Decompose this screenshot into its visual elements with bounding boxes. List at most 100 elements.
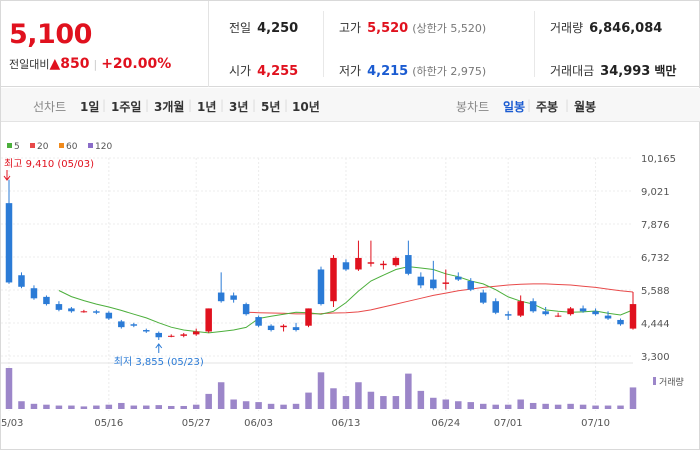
- volume-bar: [155, 405, 163, 409]
- prev-close-value: 4,250: [257, 21, 299, 36]
- candle-body: [492, 301, 499, 313]
- candle-body: [217, 292, 225, 302]
- low-arrow: [155, 343, 163, 353]
- candle-monthly-button[interactable]: 월봉: [574, 100, 597, 114]
- divider: [534, 11, 535, 77]
- candle-body: [355, 257, 362, 270]
- candle-body: [130, 324, 138, 326]
- price-summary: 5,100 전일대비▲850 | +20.00% 전일 4,250 시가 4,255 고…: [1, 1, 700, 87]
- candle-body: [392, 257, 400, 266]
- candle-body: [267, 325, 275, 331]
- candle-body: [479, 292, 487, 303]
- period-1w-button[interactable]: 1주일: [111, 100, 142, 114]
- toolbar-divider: |: [188, 98, 193, 112]
- candle-weekly-button[interactable]: 주봉: [536, 100, 559, 114]
- change-percent: +20.00%: [101, 56, 172, 72]
- candle-body: [380, 263, 387, 266]
- candle-body: [430, 279, 437, 289]
- volume-bar: [604, 405, 612, 409]
- toolbar-divider: |: [220, 98, 225, 112]
- volume-bar: [554, 404, 562, 409]
- x-tick-label: 06/13: [332, 418, 361, 429]
- x-tick-label: 05/16: [94, 418, 123, 429]
- volume-bar: [579, 404, 587, 409]
- candle-body: [192, 331, 200, 335]
- toolbar-divider: |: [284, 98, 289, 112]
- candle-body: [155, 332, 163, 338]
- volume-bar: [118, 402, 125, 409]
- volume-legend-label: 거래량: [659, 376, 684, 388]
- volume-bar: [217, 382, 225, 409]
- candle-body: [68, 308, 75, 312]
- candle-body: [80, 311, 88, 313]
- candle-body: [143, 330, 150, 332]
- candle-body: [305, 308, 312, 326]
- change-label: 전일대비: [9, 58, 50, 71]
- volume-bar: [430, 397, 437, 409]
- candle-daily-button[interactable]: 일봉: [503, 100, 526, 114]
- volume-bar: [68, 405, 75, 409]
- volume-bar: [280, 404, 287, 409]
- x-tick-label: 07/10: [581, 418, 610, 429]
- ma5-line: [58, 266, 634, 334]
- candle-body: [167, 335, 175, 337]
- period-1y-button[interactable]: 1년: [197, 100, 217, 114]
- candle-body: [255, 317, 262, 326]
- candle-body: [230, 295, 237, 300]
- toolbar-divider: |: [565, 98, 570, 112]
- candle-body: [342, 262, 350, 270]
- legend-label: 60: [66, 142, 78, 152]
- y-tick-label: 9,021: [641, 187, 670, 198]
- candle-body: [317, 269, 325, 305]
- volume-bar: [5, 368, 13, 409]
- volume-bar: [43, 404, 50, 409]
- candle-body: [579, 308, 587, 312]
- high-label: 고가: [339, 21, 362, 35]
- volume-bar: [255, 402, 262, 409]
- high-stat: 고가 5,520 (상한가 5,520): [339, 19, 486, 36]
- change-value: ▲850: [49, 56, 90, 72]
- legend-label: 5: [14, 142, 20, 152]
- period-3y-button[interactable]: 3년: [229, 100, 249, 114]
- candle-body: [629, 304, 637, 329]
- low-stat: 저가 4,215 (하한가 2,975): [339, 62, 486, 79]
- candle-body: [5, 203, 13, 283]
- candle-body: [617, 319, 624, 325]
- volume-bar: [467, 402, 475, 409]
- y-tick-label: 4,444: [641, 319, 670, 330]
- open-value: 4,255: [257, 64, 299, 79]
- period-5y-button[interactable]: 5년: [261, 100, 281, 114]
- candle-body: [43, 296, 50, 305]
- candle-body: [417, 276, 425, 286]
- candle-body: [105, 312, 113, 319]
- volume-bar: [143, 405, 150, 409]
- toolbar-divider: |: [145, 98, 150, 112]
- candle-body: [205, 308, 212, 332]
- amount-value: 34,993: [600, 64, 651, 79]
- candle-body: [467, 281, 475, 290]
- y-tick-label: 3,300: [641, 352, 670, 363]
- candle-body: [604, 315, 612, 319]
- volume-value: 6,846,084: [589, 21, 663, 36]
- amount-unit: 백만: [654, 64, 677, 78]
- volume-bar: [629, 387, 637, 409]
- candle-body: [592, 311, 599, 315]
- volume-bar: [355, 382, 362, 409]
- legend-label: 20: [37, 142, 49, 152]
- volume-bar: [130, 405, 138, 409]
- volume-bar: [492, 404, 499, 409]
- volume-bar: [105, 404, 113, 409]
- period-3m-button[interactable]: 3개월: [154, 100, 185, 114]
- period-10y-button[interactable]: 10년: [292, 100, 320, 114]
- candle-body: [367, 262, 375, 264]
- volume-label: 거래량: [550, 21, 584, 35]
- price-change: 전일대비▲850 | +20.00%: [9, 56, 171, 72]
- change-divider: |: [93, 58, 98, 71]
- y-tick-label: 5,588: [641, 286, 670, 297]
- period-1d-button[interactable]: 1일: [80, 100, 100, 114]
- candle-body: [517, 301, 524, 316]
- volume-bar: [504, 404, 512, 409]
- x-tick-label: 06/24: [431, 418, 460, 429]
- low-label: 저가: [339, 64, 362, 78]
- volume-bar: [479, 403, 487, 409]
